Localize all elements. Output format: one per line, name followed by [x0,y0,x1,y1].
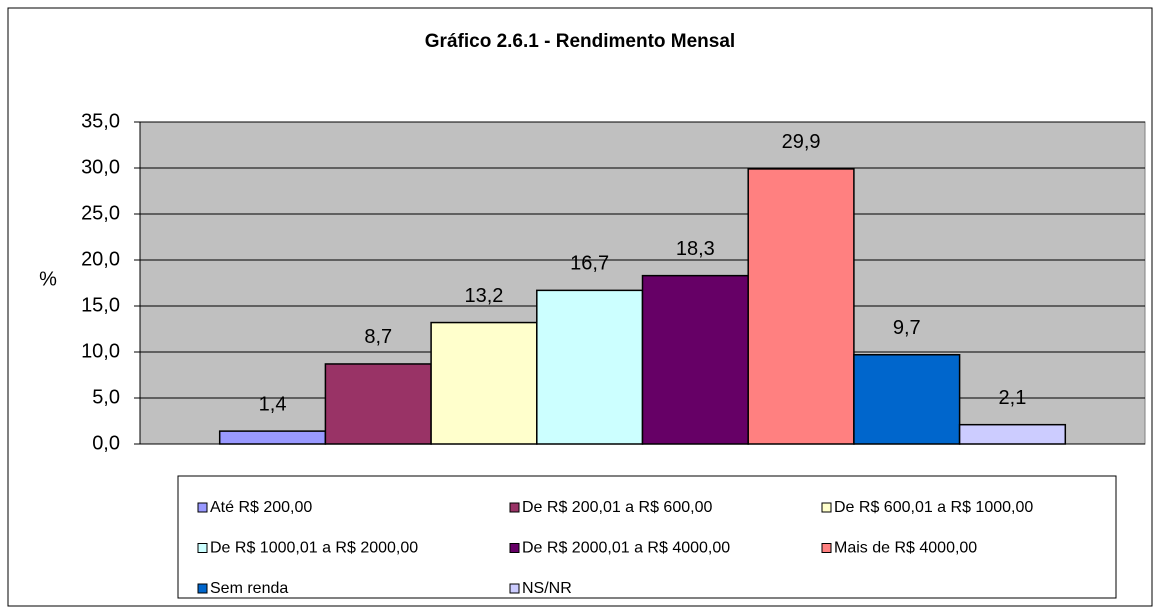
y-tick-label: 10,0 [81,340,120,362]
legend-label: Sem renda [210,580,288,597]
y-tick-label: 35,0 [81,110,120,132]
bar [430,321,538,445]
y-tick-label: 0,0 [92,432,120,454]
legend-label: De R$ 1000,01 a R$ 2000,00 [210,540,418,557]
legend-label: NS/NR [522,580,572,597]
legend-label: De R$ 200,01 a R$ 600,00 [522,499,712,516]
legend-label: Mais de R$ 4000,00 [834,540,977,557]
data-label: 8,7 [364,326,392,348]
y-tick-label: 15,0 [81,294,120,316]
bar [536,289,644,445]
legend-label: Até R$ 200,00 [210,499,312,516]
bar [958,423,1067,445]
y-tick-label: 20,0 [81,248,120,270]
data-label: 9,7 [893,317,921,339]
y-tick-label: 5,0 [92,386,120,408]
data-label: 18,3 [676,238,715,260]
data-label: 2,1 [999,387,1027,409]
legend-swatch [509,502,520,513]
chart-title: Gráfico 2.6.1 - Rendimento Mensal [425,31,735,52]
legend-swatch [197,543,208,553]
legend-swatch [821,502,832,513]
legend-swatch [197,583,208,594]
legend [177,475,1117,599]
data-label: 13,2 [464,285,503,307]
legend-label: De R$ 2000,01 a R$ 4000,00 [522,540,730,557]
y-tick-label: 30,0 [81,156,120,178]
legend-swatch [197,502,208,513]
legend-swatch [509,543,520,553]
bar [853,354,961,445]
bar [218,430,327,445]
legend-label: De R$ 600,01 a R$ 1000,00 [834,499,1033,516]
bar [747,168,855,445]
data-label: 1,4 [259,393,287,415]
legend-swatch [509,583,520,594]
legend-swatch [821,543,832,553]
data-label: 29,9 [782,131,821,153]
y-tick-label: 25,0 [81,202,120,224]
data-label: 16,7 [570,253,609,275]
bar [641,274,749,445]
bar [324,363,432,445]
y-axis-label: % [39,268,57,290]
